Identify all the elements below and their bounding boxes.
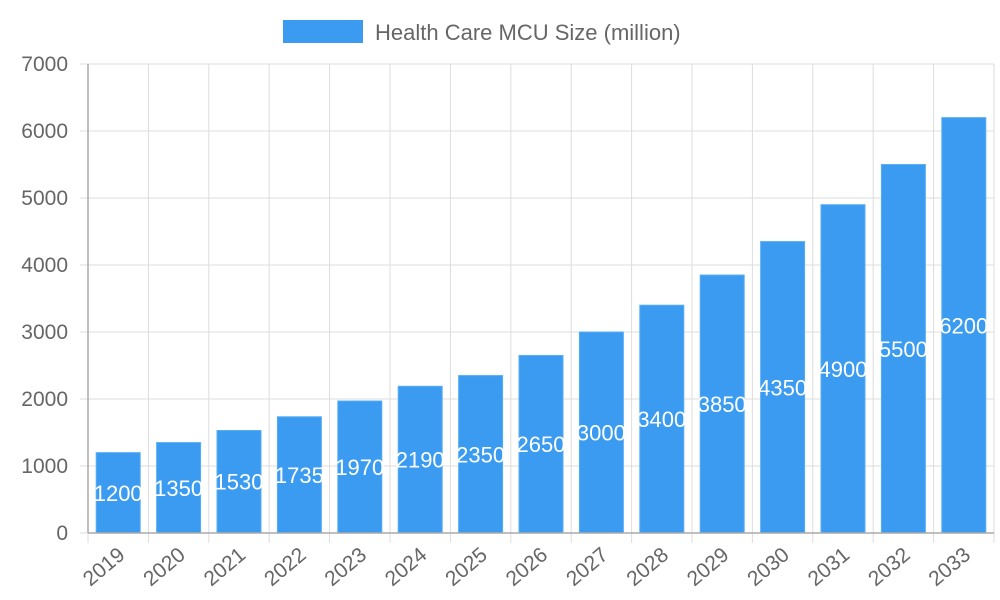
x-tick-label: 2031 — [804, 543, 855, 591]
bar — [458, 375, 504, 534]
legend-swatch — [283, 20, 363, 43]
data-label: 1350 — [154, 476, 203, 501]
bar — [397, 385, 443, 534]
legend-label: Health Care MCU Size (million) — [375, 20, 681, 45]
bar — [820, 204, 866, 534]
data-label: 1200 — [94, 481, 143, 506]
bar — [578, 331, 624, 534]
x-tick-label: 2022 — [260, 543, 311, 591]
data-label: 1735 — [275, 463, 324, 488]
x-tick-label: 2021 — [200, 543, 251, 591]
x-tick-label: 2029 — [683, 543, 734, 591]
data-labels: 1200 1350 1530 1735 1970 2190 2350 2650 3000 3400… — [94, 313, 989, 506]
bar — [880, 164, 926, 534]
bar — [941, 117, 987, 534]
x-tick-label: 2033 — [924, 543, 975, 591]
data-label: 1970 — [335, 455, 384, 480]
x-tick-label: 2030 — [743, 543, 794, 591]
y-tick-label: 4000 — [21, 254, 68, 277]
y-tick-label: 0 — [56, 522, 68, 545]
data-label: 4900 — [819, 357, 868, 382]
bar — [760, 241, 806, 534]
bar — [216, 429, 262, 534]
legend[interactable]: Health Care MCU Size (million) — [283, 20, 681, 45]
data-label: 2350 — [456, 442, 505, 467]
grid — [80, 63, 995, 543]
data-label: 2650 — [517, 432, 566, 457]
x-tick-label: 2028 — [622, 543, 673, 591]
y-tick-label: 7000 — [21, 53, 68, 76]
bar — [518, 354, 564, 534]
bar — [699, 274, 745, 534]
data-label: 3850 — [698, 392, 747, 417]
bar — [156, 442, 202, 534]
data-label: 1530 — [215, 470, 264, 495]
data-label: 6200 — [939, 313, 988, 338]
bar — [276, 416, 322, 534]
data-label: 5500 — [879, 337, 928, 362]
x-tick-label: 2019 — [79, 543, 130, 591]
data-label: 4350 — [758, 375, 807, 400]
bar — [95, 452, 141, 534]
x-tick-label: 2032 — [864, 543, 915, 591]
x-tick-label: 2025 — [441, 543, 492, 591]
data-label: 3000 — [577, 421, 626, 446]
data-label: 3400 — [637, 407, 686, 432]
y-tick-label: 3000 — [21, 321, 68, 344]
y-tick-label: 6000 — [21, 120, 68, 143]
bar — [639, 304, 685, 534]
x-tick-label: 2024 — [381, 543, 432, 591]
x-tick-label: 2027 — [562, 543, 613, 591]
y-tick-label: 2000 — [21, 388, 68, 411]
x-tick-label: 2026 — [502, 543, 553, 591]
y-tick-label: 5000 — [21, 187, 68, 210]
x-tick-label: 2023 — [320, 543, 371, 591]
bars — [95, 117, 987, 534]
x-tick-label: 2020 — [139, 543, 190, 591]
bar — [337, 400, 383, 534]
y-tick-label: 1000 — [21, 455, 68, 478]
data-label: 2190 — [396, 448, 445, 473]
